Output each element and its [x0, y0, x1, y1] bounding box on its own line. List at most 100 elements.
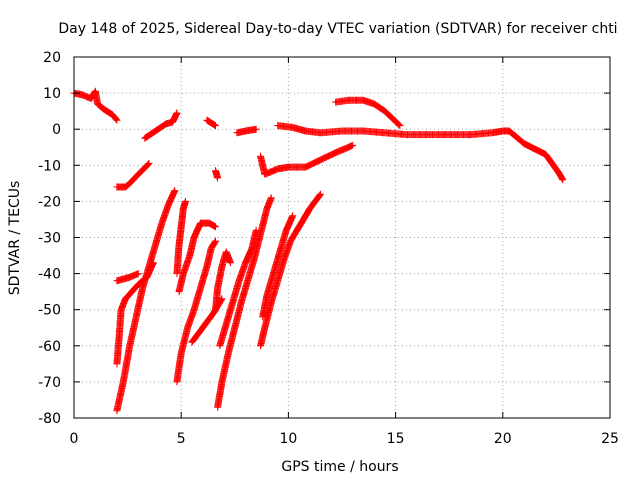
data-point [545, 153, 547, 156]
data-point [206, 265, 208, 267]
data-point [116, 186, 118, 188]
series-steep-4 [173, 237, 219, 386]
data-point [264, 173, 266, 175]
data-point [193, 309, 195, 311]
series-rise-a [113, 160, 153, 191]
axis-ticks: 0 5 10 15 20 25 -80 -70 -60 -50 -40 -30 -20 -10 0 10 20 [38, 50, 619, 447]
data-points [70, 87, 567, 415]
data-point [255, 128, 257, 130]
data-point [251, 247, 253, 249]
data-point [232, 301, 234, 304]
series-steep-7 [214, 194, 275, 411]
data-point [334, 152, 337, 154]
y-axis-label: SDTVAR / TECUs [7, 181, 23, 296]
data-point [283, 258, 285, 260]
y-tick-label: -40 [38, 267, 61, 283]
data-point [279, 251, 281, 253]
data-point [135, 316, 137, 318]
y-tick-label: 0 [52, 122, 61, 138]
data-point [236, 132, 238, 134]
x-tick-label: 0 [70, 431, 79, 447]
series-markers [212, 167, 222, 182]
data-point [217, 287, 219, 289]
data-point [165, 123, 167, 125]
series-markers [233, 125, 260, 137]
data-point [352, 144, 354, 147]
data-point [202, 327, 204, 329]
data-point [81, 94, 84, 96]
data-point [562, 179, 564, 181]
data-point [289, 240, 292, 242]
data-point [116, 410, 118, 412]
data-point [206, 119, 208, 121]
series-seg-d [233, 125, 260, 137]
data-point [515, 135, 517, 138]
data-point [341, 130, 343, 132]
data-point [124, 186, 127, 188]
data-point [210, 247, 212, 249]
series-steep-8 [216, 226, 260, 350]
data-point [362, 99, 365, 101]
data-point [491, 132, 493, 134]
data-point [277, 280, 279, 282]
series-markers [113, 160, 153, 191]
data-point [229, 262, 232, 264]
data-point [182, 208, 184, 210]
series-seg-c [203, 116, 219, 130]
data-point [137, 283, 139, 286]
data-point [551, 162, 553, 165]
data-point [137, 273, 139, 275]
data-point [214, 124, 217, 127]
data-point [176, 273, 178, 275]
data-point [214, 226, 217, 228]
series-steep-6 [173, 197, 189, 278]
data-point [225, 323, 227, 325]
data-point [334, 101, 337, 103]
data-point [253, 258, 255, 260]
data-point [292, 215, 294, 217]
series-steep-3 [113, 270, 142, 285]
data-point [502, 130, 504, 132]
data-point [292, 126, 294, 128]
data-point [137, 173, 139, 175]
data-point [227, 352, 229, 354]
data-point [189, 254, 191, 257]
series-rise-b [141, 109, 181, 142]
data-point [217, 177, 219, 179]
data-point [557, 171, 560, 174]
series-steep-1 [113, 187, 179, 415]
data-point [219, 345, 221, 347]
data-point [144, 137, 146, 139]
data-point [129, 182, 131, 184]
data-point [180, 352, 182, 354]
data-point [448, 134, 450, 136]
data-point [244, 262, 247, 264]
data-point [174, 189, 176, 192]
data-point [96, 103, 99, 105]
data-point [129, 276, 131, 278]
data-point [298, 226, 300, 228]
data-point [373, 103, 375, 105]
data-point [384, 132, 386, 134]
data-point [124, 298, 127, 300]
data-point [225, 251, 227, 253]
data-point [199, 287, 202, 289]
data-point [405, 134, 407, 136]
data-point [287, 166, 289, 168]
data-point [90, 97, 92, 100]
data-point [131, 291, 133, 293]
data-point [152, 262, 154, 264]
data-point [116, 363, 118, 365]
data-point [172, 121, 174, 123]
data-point [154, 244, 157, 246]
data-point [270, 197, 272, 199]
data-point [111, 114, 114, 116]
x-tick-label: 5 [177, 431, 186, 447]
data-point [94, 90, 97, 92]
data-point [427, 134, 429, 136]
series-steep-11 [259, 212, 297, 321]
data-point [193, 236, 195, 239]
data-point [508, 130, 510, 132]
data-point [285, 229, 287, 231]
